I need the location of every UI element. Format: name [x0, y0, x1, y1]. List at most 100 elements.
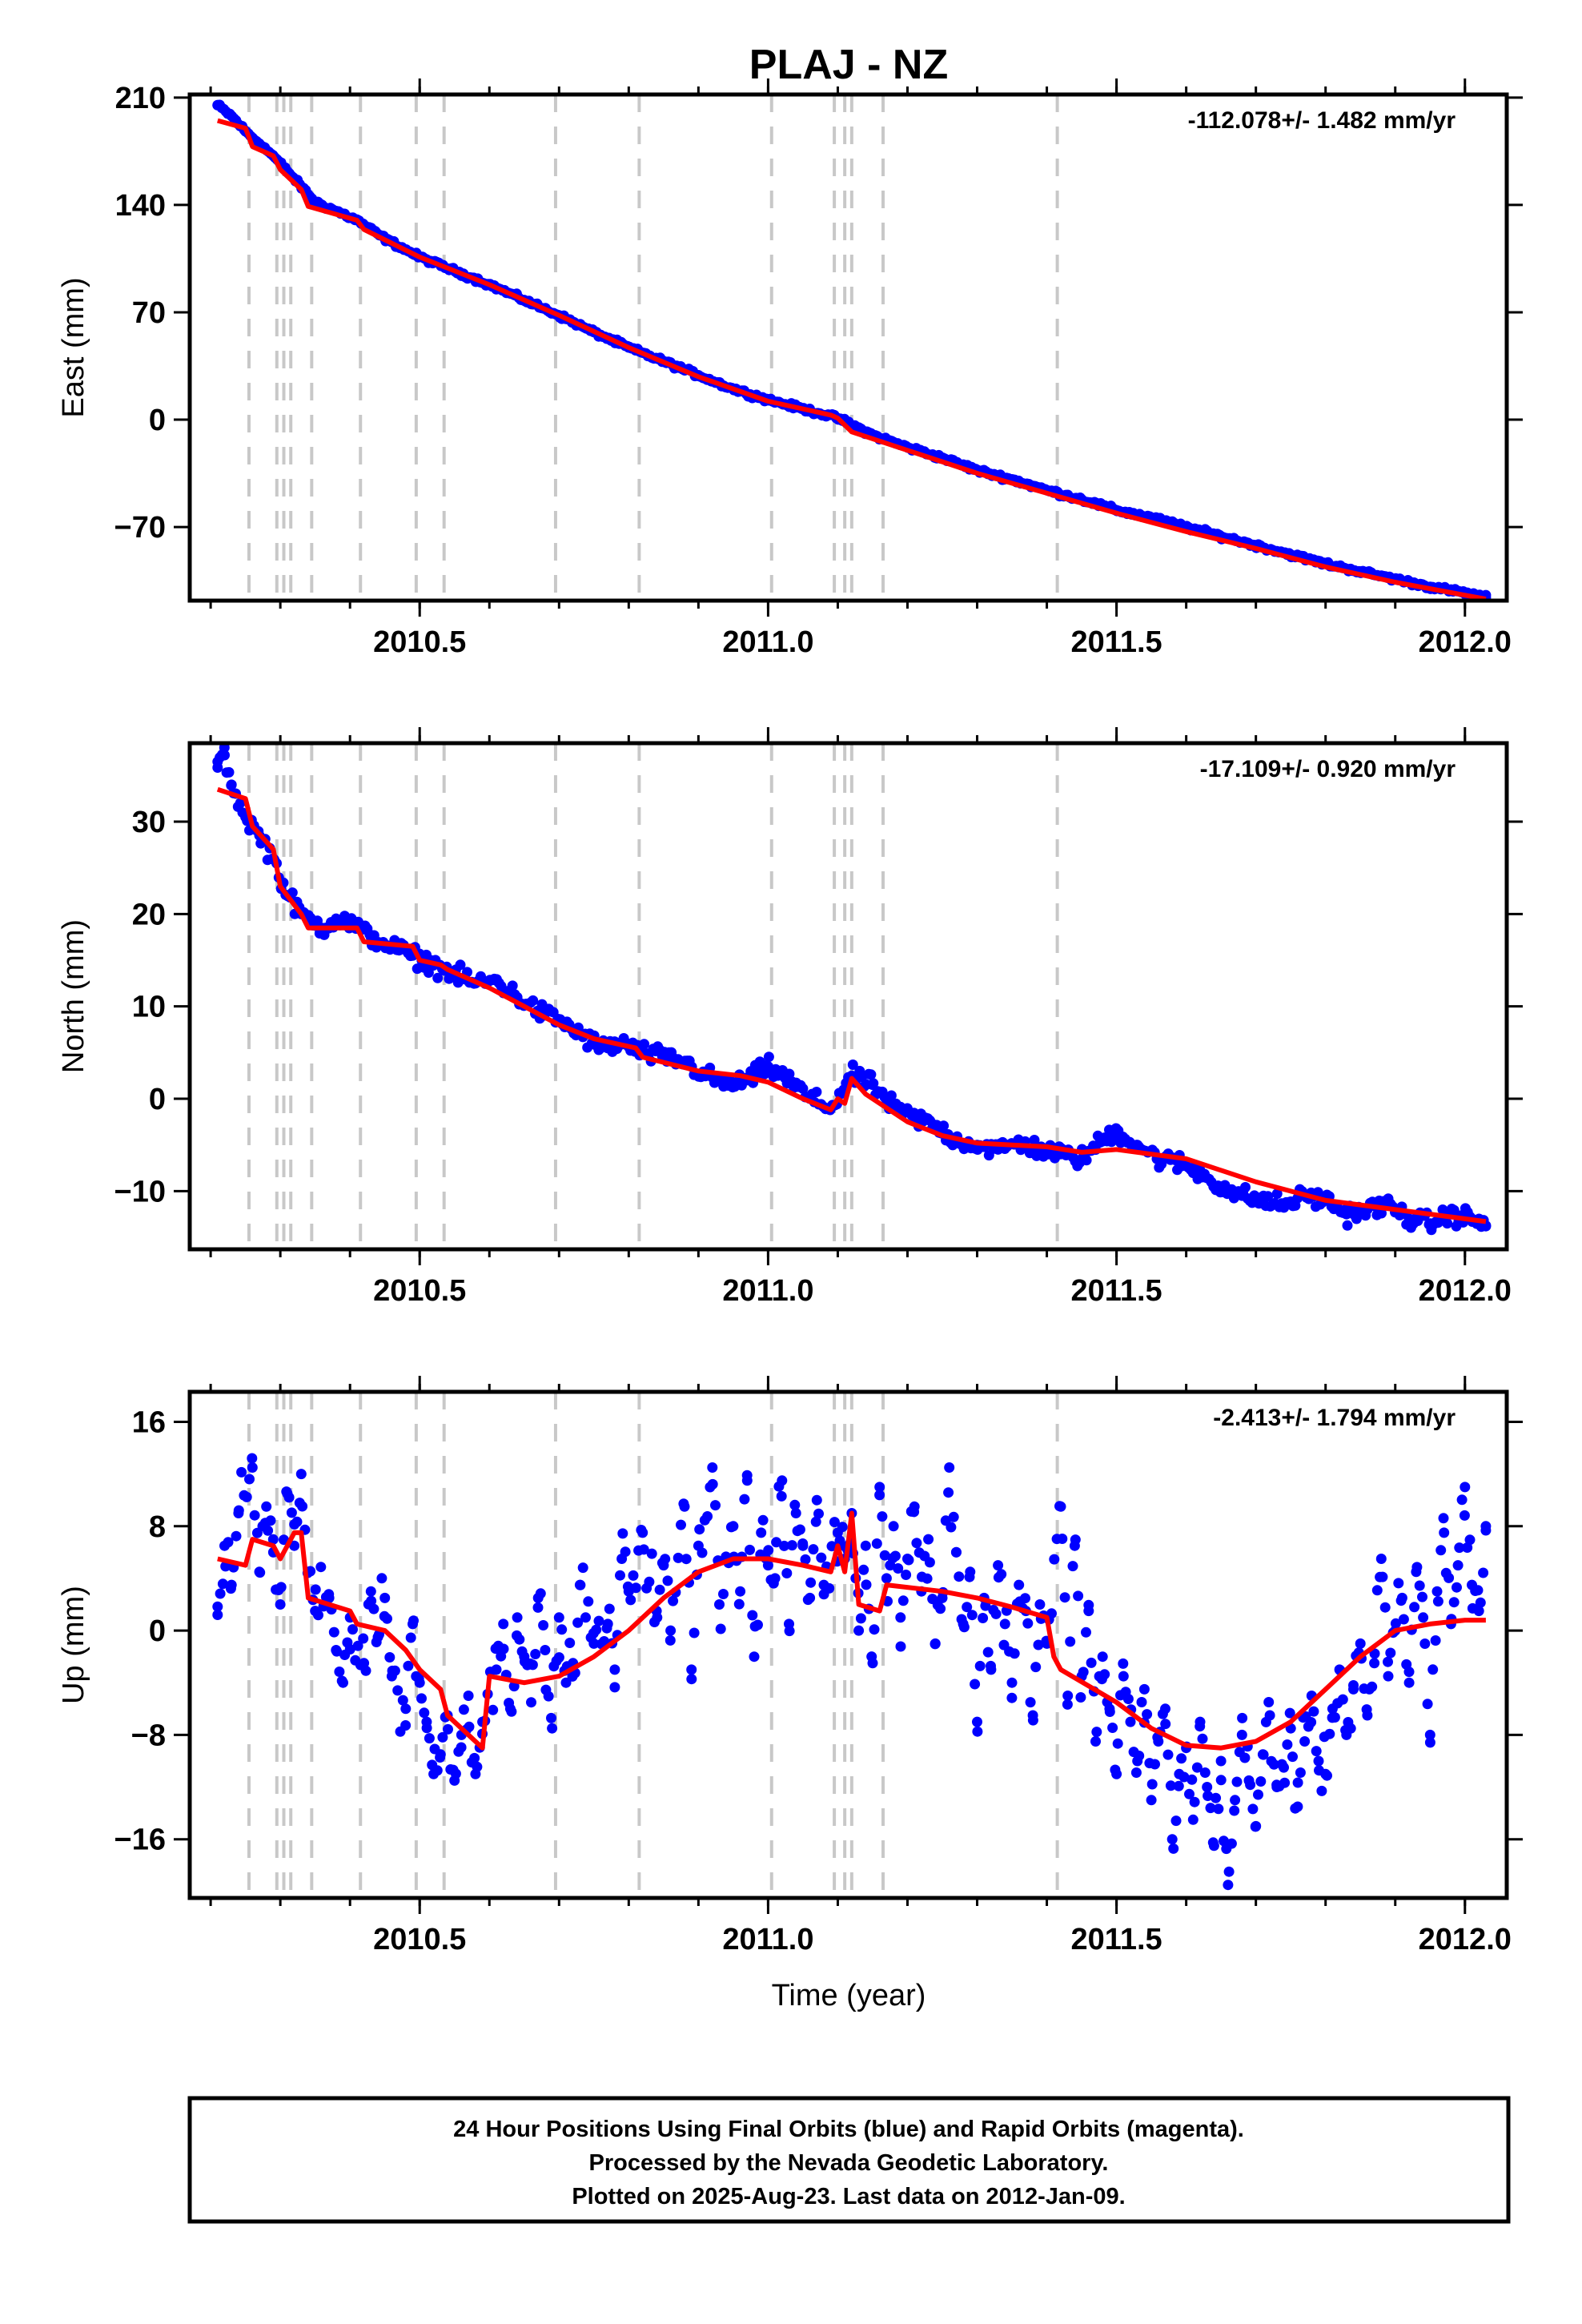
data-point [382, 1613, 392, 1624]
data-point [463, 1691, 474, 1701]
data-point [366, 1595, 377, 1606]
data-point [1091, 1727, 1102, 1738]
break-lines [247, 94, 1059, 601]
data-point [658, 1560, 669, 1571]
data-point [970, 1679, 981, 1690]
data-point [1049, 1554, 1060, 1565]
data-point [1432, 1596, 1443, 1607]
data-point [1435, 1545, 1447, 1556]
data-point [689, 1627, 700, 1638]
data-point [1160, 1719, 1171, 1730]
data-point [800, 1554, 811, 1565]
data-point [733, 1598, 745, 1610]
data-point [958, 1618, 969, 1630]
data-point [694, 1524, 705, 1535]
data-point [593, 1615, 604, 1626]
data-point [226, 111, 237, 122]
data-point [681, 1554, 692, 1565]
panel-1: 2010.5 2011.0 2011.5 2012.0 210 140 70 0 −70 East… [57, 78, 1523, 659]
data-point [1367, 1681, 1378, 1692]
data-point [715, 1623, 726, 1634]
data-point [1376, 1208, 1387, 1219]
data-point [1253, 1789, 1263, 1800]
data-point [1398, 1614, 1409, 1625]
data-point [1313, 1755, 1324, 1767]
data-point [379, 1592, 391, 1603]
data-point [1226, 1838, 1237, 1849]
data-point [247, 1453, 258, 1464]
data-point [504, 1703, 516, 1715]
data-point [923, 1534, 934, 1545]
data-point [403, 1660, 414, 1671]
data-point [574, 1579, 585, 1590]
data-point [1478, 1567, 1489, 1578]
data-point [1125, 1716, 1136, 1727]
data-point [1448, 1597, 1460, 1608]
data-point [527, 1659, 538, 1671]
data-point [901, 1570, 912, 1580]
data-point [797, 1540, 809, 1551]
data-point [1073, 1590, 1084, 1602]
data-point [1442, 1218, 1453, 1229]
x-tick-label: 2010.5 [373, 625, 466, 659]
data-point [639, 1039, 650, 1050]
data-point [1162, 1749, 1174, 1760]
data-point [1459, 1510, 1470, 1521]
data-point [540, 1645, 551, 1655]
data-point [1208, 1840, 1219, 1852]
data-point [895, 1641, 906, 1652]
data-point [265, 1515, 276, 1526]
data-point [220, 1561, 231, 1572]
data-point [974, 1660, 986, 1671]
data-point [867, 1658, 878, 1669]
data-point [323, 1592, 335, 1603]
data-point [982, 1647, 994, 1658]
data-point [721, 1080, 732, 1091]
data-point [739, 1494, 750, 1505]
data-point [310, 1606, 321, 1617]
data-point [1118, 1658, 1129, 1669]
data-point [1083, 1606, 1094, 1617]
data-point [449, 1775, 460, 1786]
data-point [397, 1695, 408, 1706]
y-tick-label: 20 [132, 898, 166, 931]
data-point [331, 1645, 342, 1655]
data-point [1107, 1723, 1118, 1733]
data-point [1069, 1540, 1080, 1551]
data-point [1452, 1582, 1462, 1593]
data-point [1229, 1805, 1240, 1816]
x-tick-label: 2011.0 [722, 1923, 813, 1956]
data-point [1279, 1777, 1291, 1788]
data-point [1006, 1692, 1018, 1703]
data-point [1383, 1656, 1393, 1667]
data-point [347, 1624, 358, 1635]
data-point [1475, 1597, 1486, 1608]
data-point [1243, 1775, 1255, 1786]
data-point [1176, 1753, 1187, 1764]
data-point [1014, 1579, 1025, 1590]
plot-frame [187, 741, 1509, 1252]
data-point [654, 1584, 665, 1595]
data-point [1439, 1527, 1450, 1538]
data-point [1231, 1776, 1243, 1787]
data-point [372, 1631, 383, 1642]
data-point [215, 1588, 226, 1599]
data-point [1029, 1135, 1040, 1145]
data-point [235, 798, 246, 809]
data-point [1174, 1158, 1185, 1169]
data-point [858, 1564, 869, 1575]
data-point [435, 1749, 446, 1760]
data-point [1393, 1578, 1404, 1589]
data-point [638, 1544, 649, 1555]
data-point [879, 1550, 890, 1561]
data-point [962, 1602, 973, 1613]
rate-annotation: -17.109+/- 0.920 mm/yr [1200, 756, 1456, 782]
data-point [745, 1544, 755, 1555]
y-tick-label: 16 [132, 1405, 166, 1439]
data-point [286, 1507, 297, 1518]
data-point [1279, 1200, 1289, 1211]
data-point [1379, 1602, 1391, 1613]
data-point [212, 1610, 223, 1620]
panel-2: 2010.5 2011.0 2011.5 2012.0 30 20 10 0 −10 North … [57, 727, 1523, 1308]
data-point [386, 1671, 397, 1682]
